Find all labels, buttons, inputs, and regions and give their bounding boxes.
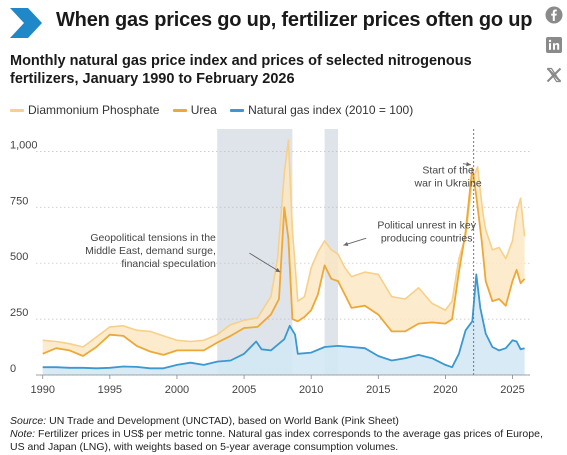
x-tick-label: 1995 — [98, 384, 122, 396]
x-tick-label: 2000 — [165, 384, 189, 396]
legend-label-urea: Urea — [190, 103, 217, 117]
dap-urea-band — [42, 140, 525, 356]
source-text: UN Trade and Development (UNCTAD), based… — [46, 415, 399, 427]
annotation-arrow — [249, 252, 281, 273]
annotation-text: producing countries — [381, 233, 473, 245]
legend-swatch-gas — [230, 109, 245, 113]
methodology-note: Note: Fertilizer prices in US$ per metri… — [10, 428, 558, 454]
x-tick-label: 2020 — [433, 384, 457, 396]
chart-footer: Source: UN Trade and Development (UNCTAD… — [10, 415, 558, 454]
annotation-text: financial speculation — [121, 258, 216, 270]
legend-swatch-dap — [10, 109, 24, 113]
linkedin-icon[interactable] — [545, 36, 563, 54]
price-line-chart: 0 250 500 750 1,000 1990 1995 2000 2005 2010 2015 2… — [10, 129, 530, 396]
annotation-text: Political unrest in key — [377, 220, 476, 232]
x-tick-label: 2010 — [299, 384, 323, 396]
chart-subtitle: Monthly natural gas price index and pric… — [10, 53, 472, 87]
note-label: Note: — [10, 428, 36, 440]
series-line-dap — [42, 139, 526, 348]
x-tick-label: 2015 — [366, 384, 390, 396]
gas-area — [42, 274, 525, 375]
facebook-icon[interactable] — [545, 6, 563, 24]
source-note: Source: UN Trade and Development (UNCTAD… — [10, 415, 558, 428]
legend-label-dap: Diammonium Phosphate — [28, 103, 160, 117]
annotation-text: Middle East, demand surge, — [85, 245, 216, 257]
y-tick-label: 750 — [10, 195, 28, 207]
note-text: Fertilizer prices in US$ per metric tonn… — [10, 428, 543, 453]
series-line-gas — [42, 273, 525, 370]
annotation-text: war in Ukraine — [414, 178, 482, 190]
legend-item-gas: Natural gas index (2010 = 100) — [230, 103, 413, 117]
annotation-text: Geopolitical tensions in the — [90, 232, 216, 244]
legend-swatch-urea — [172, 109, 187, 113]
y-tick-label: 500 — [10, 251, 28, 263]
x-tick-label: 2025 — [500, 384, 524, 396]
annotation-arrowhead — [343, 241, 349, 247]
page-title: When gas prices go up, fertilizer prices… — [56, 9, 533, 31]
y-tick-label: 0 — [10, 363, 16, 375]
social-share-bar — [545, 6, 563, 96]
y-tick-label: 1,000 — [10, 139, 38, 151]
legend-label-gas: Natural gas index (2010 = 100) — [248, 103, 414, 117]
y-tick-label: 250 — [10, 307, 28, 319]
x-icon[interactable] — [545, 66, 563, 84]
chart-legend: Diammonium Phosphate Urea Natural gas in… — [10, 103, 423, 117]
x-tick-label: 2005 — [232, 384, 256, 396]
series-line-urea — [42, 167, 526, 357]
x-tick-label: 1990 — [30, 384, 54, 396]
annotation-arrowhead — [275, 267, 281, 273]
chevron-logo-icon — [10, 8, 42, 38]
source-label: Source: — [10, 415, 47, 427]
annotation-arrowhead — [466, 162, 471, 167]
annotation-text: Start of the — [422, 165, 474, 177]
legend-item-urea: Urea — [172, 103, 217, 117]
legend-item-dap: Diammonium Phosphate — [10, 103, 159, 117]
